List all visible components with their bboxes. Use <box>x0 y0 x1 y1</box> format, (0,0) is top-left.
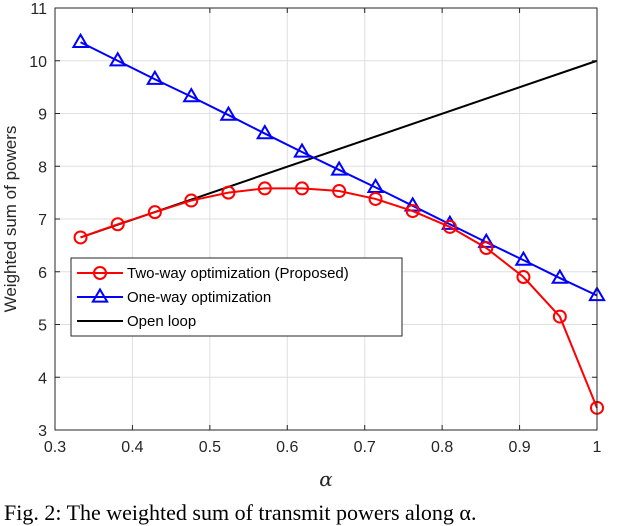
data-point-marker <box>332 184 347 199</box>
data-point-marker <box>221 185 236 200</box>
data-point-marker <box>257 181 272 196</box>
x-tick-label: 0.5 <box>199 439 221 456</box>
y-tick-label: 4 <box>38 370 47 387</box>
data-point-marker <box>182 87 201 103</box>
data-point-marker <box>442 219 457 234</box>
legend-item: One-way optimization <box>77 287 271 306</box>
y-tick-label: 9 <box>38 107 47 124</box>
data-point-marker <box>368 191 383 206</box>
axis-ticks: 0.3 0.4 0.5 0.6 0.7 0.8 0.9 1 3 4 5 6 7 8 9 10 11 <box>29 1 601 456</box>
x-tick-label: 0.3 <box>44 439 66 456</box>
data-point-marker <box>405 204 420 219</box>
y-tick-label: 6 <box>38 265 47 282</box>
data-point-marker <box>294 181 309 196</box>
x-axis-label: α <box>319 467 333 491</box>
x-tick-label: 1 <box>593 439 602 456</box>
legend-swatch-marker <box>91 287 109 303</box>
series-line <box>80 187 598 409</box>
data-point-marker <box>550 268 569 284</box>
legend-item: Two-way optimization (Proposed) <box>77 265 349 282</box>
legend-swatch-marker <box>93 266 107 280</box>
legend: Two-way optimization (Proposed) One-way o… <box>70 257 403 337</box>
data-point-marker <box>516 270 531 285</box>
line-chart: 0.3 0.4 0.5 0.6 0.7 0.8 0.9 1 3 4 5 6 7 8 9 10 11 Weight… <box>1 1 606 491</box>
data-point-marker <box>108 51 127 67</box>
x-tick-label: 0.6 <box>276 439 298 456</box>
x-tick-label: 0.9 <box>508 439 530 456</box>
data-point-marker <box>147 205 162 220</box>
data-point-marker <box>146 69 164 85</box>
data-point-marker <box>514 250 533 266</box>
data-point-marker <box>293 142 311 158</box>
data-point-marker <box>255 124 274 140</box>
y-tick-label: 8 <box>38 159 47 176</box>
figure-caption: Fig. 2: The weighted sum of transmit pow… <box>4 500 477 525</box>
data-point-marker <box>110 217 125 232</box>
data-point-marker <box>552 309 567 324</box>
series-line <box>80 41 598 297</box>
x-tick-label: 0.4 <box>121 439 143 456</box>
y-tick-label: 11 <box>30 1 47 18</box>
series-two-way-optimization-proposed <box>73 181 604 415</box>
legend-item: Open loop <box>77 313 196 330</box>
series-layer <box>71 32 606 415</box>
x-tick-label: 0.7 <box>354 439 376 456</box>
y-tick-label: 3 <box>38 423 47 440</box>
y-tick-label: 5 <box>38 318 47 335</box>
data-point-marker <box>219 105 238 121</box>
data-point-marker <box>330 160 349 176</box>
y-tick-label: 10 <box>29 54 47 71</box>
legend-label: Open loop <box>127 313 196 330</box>
data-point-marker <box>73 230 88 245</box>
legend-label: Two-way optimization (Proposed) <box>127 265 349 282</box>
data-point-marker <box>184 193 199 208</box>
y-axis-label: Weighted sum of powers <box>1 126 20 313</box>
data-point-marker <box>479 241 494 256</box>
x-tick-label: 0.8 <box>431 439 453 456</box>
legend-box <box>70 257 403 337</box>
y-tick-label: 7 <box>38 212 47 229</box>
legend-label: One-way optimization <box>127 289 271 306</box>
data-point-marker <box>71 32 90 48</box>
